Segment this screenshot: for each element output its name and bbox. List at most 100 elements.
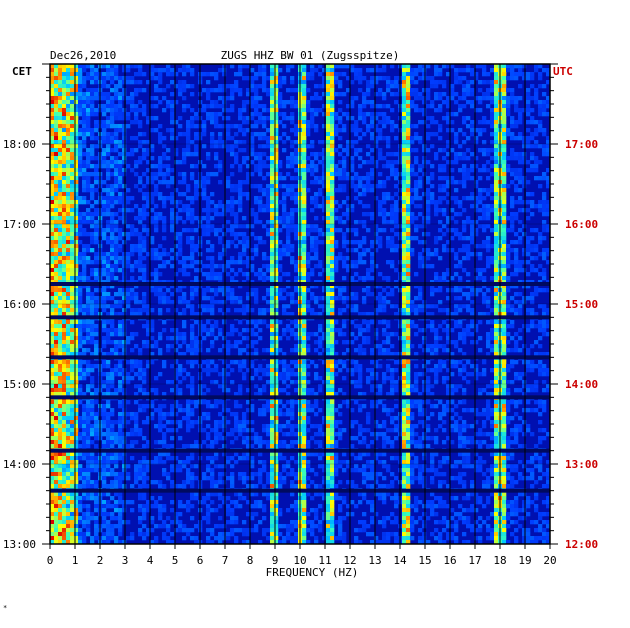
- spectrogram-cell: [422, 264, 427, 269]
- spectrogram-cell: [542, 236, 547, 241]
- spectrogram-cell: [278, 288, 283, 293]
- spectrogram-cell: [510, 220, 515, 225]
- spectrogram-cell: [162, 196, 167, 201]
- spectrogram-cell: [466, 136, 471, 141]
- spectrogram-cell: [494, 88, 499, 93]
- spectrogram-cell: [94, 340, 99, 345]
- spectrogram-cell: [258, 172, 263, 177]
- spectrogram-cell: [346, 116, 351, 121]
- spectrogram-cell: [206, 92, 211, 97]
- spectrogram-cell: [190, 308, 195, 313]
- spectrogram-cell: [62, 188, 67, 193]
- spectrogram-cell: [346, 76, 351, 81]
- spectrogram-cell: [366, 124, 371, 129]
- spectrogram-cell: [454, 256, 459, 261]
- spectrogram-cell: [402, 92, 407, 97]
- spectrogram-cell: [346, 152, 351, 157]
- spectrogram-cell: [246, 172, 251, 177]
- spectrogram-cell: [334, 168, 339, 173]
- spectrogram-cell: [110, 212, 115, 217]
- spectrogram-cell: [382, 296, 387, 301]
- spectrogram-cell: [494, 112, 499, 117]
- spectrogram-cell: [142, 304, 147, 309]
- spectrogram-cell: [458, 212, 463, 217]
- spectrogram-cell: [370, 104, 375, 109]
- spectrogram-cell: [330, 192, 335, 197]
- spectrogram-cell: [234, 244, 239, 249]
- spectrogram-cell: [106, 296, 111, 301]
- spectrogram-cell: [382, 104, 387, 109]
- spectrogram-cell: [246, 256, 251, 261]
- spectrogram-cell: [270, 152, 275, 157]
- spectrogram-cell: [54, 112, 59, 117]
- spectrogram-cell: [458, 200, 463, 205]
- spectrogram-cell: [462, 176, 467, 181]
- spectrogram-cell: [286, 164, 291, 169]
- spectrogram-cell: [246, 276, 251, 281]
- spectrogram-cell: [54, 124, 59, 129]
- spectrogram-cell: [282, 296, 287, 301]
- spectrogram-cell: [414, 324, 419, 329]
- spectrogram-cell: [346, 196, 351, 201]
- spectrogram-cell: [74, 292, 79, 297]
- spectrogram-cell: [178, 116, 183, 121]
- spectrogram-cell: [258, 204, 263, 209]
- spectrogram-cell: [202, 132, 207, 137]
- spectrogram-cell: [118, 80, 123, 85]
- spectrogram-cell: [242, 192, 247, 197]
- spectrogram-cell: [330, 332, 335, 337]
- spectrogram-cell: [114, 184, 119, 189]
- spectrogram-cell: [274, 160, 279, 165]
- spectrogram-cell: [226, 244, 231, 249]
- spectrogram-cell: [126, 100, 131, 105]
- spectrogram-cell: [330, 176, 335, 181]
- spectrogram-cell: [182, 260, 187, 265]
- spectrogram-cell: [230, 224, 235, 229]
- spectrogram-cell: [70, 332, 75, 337]
- spectrogram-cell: [210, 300, 215, 305]
- spectrogram-cell: [470, 100, 475, 105]
- spectrogram-cell: [58, 76, 63, 81]
- spectrogram-cell: [82, 92, 87, 97]
- spectrogram-cell: [106, 212, 111, 217]
- spectrogram-cell: [530, 296, 535, 301]
- spectrogram-cell: [446, 200, 451, 205]
- spectrogram-cell: [506, 244, 511, 249]
- spectrogram-cell: [458, 80, 463, 85]
- spectrogram-cell: [274, 112, 279, 117]
- spectrogram-cell: [446, 152, 451, 157]
- spectrogram-cell: [278, 176, 283, 181]
- spectrogram-cell: [242, 312, 247, 317]
- spectrogram-cell: [478, 216, 483, 221]
- spectrogram-cell: [446, 96, 451, 101]
- spectrogram-cell: [474, 220, 479, 225]
- spectrogram-cell: [70, 336, 75, 341]
- spectrogram-cell: [474, 228, 479, 233]
- spectrogram-cell: [166, 336, 171, 341]
- spectrogram-cell: [458, 248, 463, 253]
- spectrogram-cell: [410, 324, 415, 329]
- spectrogram-cell: [326, 180, 331, 185]
- spectrogram-cell: [330, 72, 335, 77]
- spectrogram-cell: [322, 140, 327, 145]
- spectrogram-cell: [118, 216, 123, 221]
- spectrogram-cell: [546, 180, 551, 185]
- spectrogram-cell: [230, 64, 235, 69]
- spectrogram-cell: [82, 228, 87, 233]
- spectrogram-cell: [326, 340, 331, 345]
- spectrogram-cell: [418, 328, 423, 333]
- spectrogram-cell: [106, 108, 111, 113]
- spectrogram-cell: [106, 240, 111, 245]
- spectrogram-cell: [206, 216, 211, 221]
- spectrogram-cell: [126, 208, 131, 213]
- spectrogram-cell: [106, 220, 111, 225]
- spectrogram-cell: [186, 196, 191, 201]
- spectrogram-cell: [66, 172, 71, 177]
- spectrogram-cell: [114, 260, 119, 265]
- spectrogram-cell: [254, 84, 259, 89]
- spectrogram-cell: [474, 324, 479, 329]
- spectrogram-cell: [82, 176, 87, 181]
- spectrogram-cell: [74, 312, 79, 317]
- spectrogram-cell: [174, 136, 179, 141]
